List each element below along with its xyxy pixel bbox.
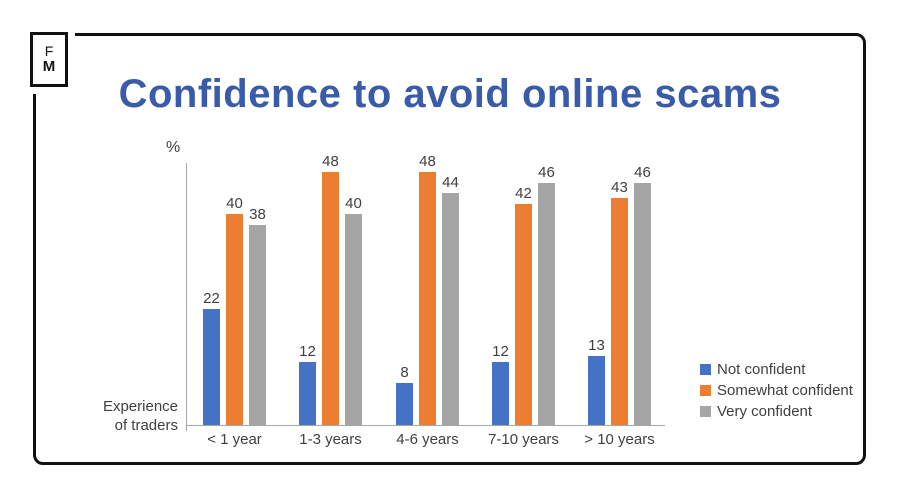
bar	[538, 183, 555, 425]
legend-label: Not confident	[717, 361, 806, 378]
x-axis-caption-line1: Experience	[102, 398, 178, 415]
x-axis-line	[187, 425, 665, 426]
fm-logo: F M	[30, 32, 68, 87]
legend-label: Somewhat confident	[717, 382, 853, 399]
x-axis-caption: Experience of traders	[58, 398, 178, 436]
bar-value-label: 46	[634, 164, 651, 181]
outer-border-frame	[33, 33, 866, 465]
y-axis-line	[186, 163, 187, 431]
legend-swatch	[700, 385, 711, 396]
bar-value-label: 46	[538, 164, 555, 181]
bar-column: 40	[226, 195, 243, 425]
category-label: 1-3 years	[299, 431, 362, 448]
category-label: 4-6 years	[396, 431, 459, 448]
bar-value-label: 12	[492, 343, 509, 360]
legend-item: Somewhat confident	[700, 382, 853, 399]
bar-column: 46	[538, 164, 555, 425]
category-label: 7-10 years	[488, 431, 559, 448]
bar-column: 43	[611, 179, 628, 425]
bar-column: 13	[588, 337, 605, 425]
bar	[611, 198, 628, 425]
fm-logo-letter-f: F	[44, 43, 54, 60]
bar-value-label: 38	[249, 206, 266, 223]
bar-column: 40	[345, 195, 362, 425]
bar-column: 48	[322, 153, 339, 425]
bar	[419, 172, 436, 425]
category-label: < 1 year	[207, 431, 262, 448]
x-axis-caption-line2: of traders	[114, 416, 178, 434]
bar-group: 22 40 38 < 1 year	[203, 195, 266, 448]
legend: Not confident Somewhat confident Very conf…	[700, 361, 853, 424]
bar-value-label: 48	[322, 153, 339, 170]
bar-value-label: 48	[419, 153, 436, 170]
bar	[515, 204, 532, 425]
bar-column: 22	[203, 290, 220, 425]
bar-column: 12	[492, 343, 509, 425]
bar	[345, 214, 362, 425]
bar-column: 44	[442, 174, 459, 425]
bar	[299, 362, 316, 425]
bar	[442, 193, 459, 425]
chart-title: Confidence to avoid online scams	[118, 72, 782, 116]
bar-column: 42	[515, 185, 532, 425]
legend-label: Very confident	[717, 403, 813, 420]
bar-column: 46	[634, 164, 651, 425]
bar-group: 12 48 40 1-3 years	[299, 153, 362, 448]
bar	[226, 214, 243, 425]
bar-column: 12	[299, 343, 316, 425]
legend-swatch	[700, 364, 711, 375]
bar	[634, 183, 651, 425]
bar-group: 8 48 44 4-6 years	[396, 153, 459, 448]
legend-swatch	[700, 406, 711, 417]
bar-value-label: 22	[203, 290, 220, 307]
legend-item: Not confident	[700, 361, 853, 378]
bar-value-label: 44	[442, 174, 459, 191]
bar	[203, 309, 220, 425]
bar-column: 38	[249, 206, 266, 425]
bar-value-label: 8	[400, 364, 409, 381]
bar-group: 12 42 46 7-10 years	[488, 164, 559, 448]
legend-item: Very confident	[700, 403, 853, 420]
fm-logo-letter-m: M	[42, 57, 56, 75]
y-axis-unit-label: %	[166, 139, 181, 156]
bar	[588, 356, 605, 425]
bar	[322, 172, 339, 425]
bar-value-label: 12	[299, 343, 316, 360]
bar-value-label: 42	[515, 185, 532, 202]
bar-value-label: 13	[588, 337, 605, 354]
bar	[492, 362, 509, 425]
bar-group: 13 43 46 > 10 years	[584, 164, 654, 448]
bar-value-label: 40	[226, 195, 243, 212]
bar-column: 8	[396, 364, 413, 425]
bar-value-label: 40	[345, 195, 362, 212]
bar	[249, 225, 266, 425]
category-label: > 10 years	[584, 431, 655, 448]
bar-column: 48	[419, 153, 436, 425]
bar-value-label: 43	[611, 179, 628, 196]
bar	[396, 383, 413, 425]
